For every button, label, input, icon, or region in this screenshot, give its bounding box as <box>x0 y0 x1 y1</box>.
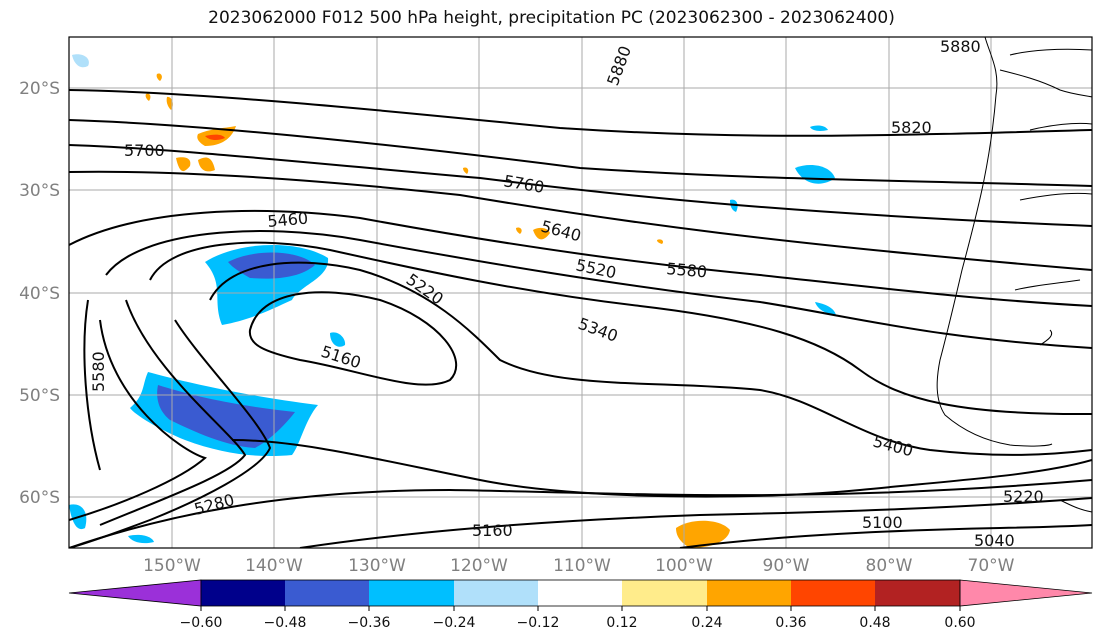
lon-label: 70°W <box>968 556 1015 576</box>
contour-label: 5160 <box>472 521 513 540</box>
longitude-labels: 150°W 140°W 130°W 120°W 110°W 100°W 90°W… <box>143 556 1015 576</box>
lat-label: 20°S <box>19 79 60 99</box>
colorbar-tick: −0.24 <box>433 615 476 631</box>
latitude-labels: 20°S 30°S 40°S 50°S 60°S <box>19 79 60 508</box>
colorbar-segment <box>875 580 960 606</box>
lon-label: 90°W <box>763 556 810 576</box>
colorbar: −0.60 −0.48 −0.36 −0.24 −0.12 0.12 0.24 … <box>68 579 1093 631</box>
height-contours <box>69 89 1092 548</box>
colorbar-tick: 0.60 <box>944 615 975 631</box>
contour-label: 5220 <box>1003 487 1044 506</box>
colorbar-extend-low <box>68 579 202 607</box>
contour-label: 5580 <box>89 351 108 392</box>
colorbar-segment <box>707 580 791 606</box>
lon-label: 120°W <box>450 556 508 576</box>
lon-label: 100°W <box>655 556 713 576</box>
contour-label: 5460 <box>267 209 309 231</box>
contour-label: 5040 <box>974 531 1015 550</box>
colorbar-segment <box>538 580 622 606</box>
colorbar-segment <box>454 580 538 606</box>
contour-label: 5100 <box>862 513 903 532</box>
colorbar-extend-high <box>959 579 1093 607</box>
contour-label: 5580 <box>666 259 708 281</box>
map-border <box>68 36 1093 549</box>
lon-label: 150°W <box>143 556 201 576</box>
contour-label: 5880 <box>940 37 981 56</box>
contour-label: 5820 <box>891 118 932 137</box>
colorbar-tick: −0.60 <box>180 615 223 631</box>
map-title: 2023062000 F012 500 hPa height, precipit… <box>208 8 895 28</box>
lat-label: 30°S <box>19 181 60 201</box>
colorbar-tick: −0.48 <box>264 615 307 631</box>
colorbar-segment <box>622 580 707 606</box>
colorbar-tick: −0.36 <box>348 615 391 631</box>
lon-label: 130°W <box>348 556 406 576</box>
colorbar-segment <box>285 580 369 606</box>
colorbar-tick: −0.12 <box>517 615 560 631</box>
colorbar-tick: 0.36 <box>775 615 806 631</box>
lat-label: 50°S <box>19 386 60 406</box>
lon-label: 140°W <box>245 556 303 576</box>
colorbar-segment <box>791 580 875 606</box>
colorbar-tick: 0.24 <box>691 615 722 631</box>
lat-label: 60°S <box>19 488 60 508</box>
precip-positive-shading <box>145 73 730 548</box>
colorbar-tick: 0.48 <box>859 615 890 631</box>
lat-label: 40°S <box>19 284 60 304</box>
lon-label: 80°W <box>866 556 913 576</box>
colorbar-tick: 0.12 <box>606 615 637 631</box>
colorbar-segment <box>369 580 454 606</box>
lon-label: 110°W <box>553 556 611 576</box>
contour-label: 5700 <box>124 141 165 160</box>
colorbar-segment <box>201 580 285 606</box>
